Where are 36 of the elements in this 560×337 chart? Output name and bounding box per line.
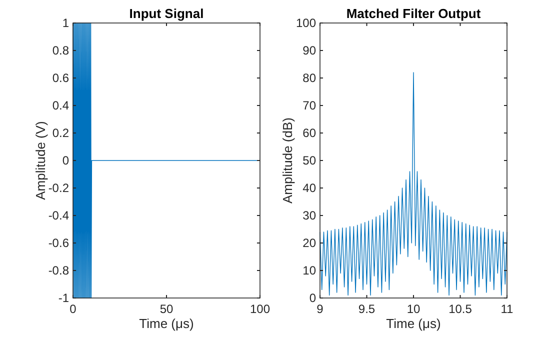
line-series bbox=[320, 72, 508, 296]
y-tick-label: 0.2 bbox=[52, 126, 70, 140]
y-tick-label: -0.2 bbox=[48, 181, 70, 195]
y-axis-title: Amplitude (V) bbox=[33, 121, 48, 200]
y-tick-label: 80 bbox=[302, 71, 316, 85]
chart-title: Input Signal bbox=[129, 6, 204, 21]
y-tick-label: -0.6 bbox=[48, 236, 70, 250]
y-tick-label: 0.4 bbox=[52, 98, 70, 112]
y-tick-label: -1 bbox=[58, 291, 70, 305]
y-tick-label: 0.8 bbox=[52, 44, 70, 58]
x-tick-label: 10 bbox=[406, 302, 420, 316]
y-tick-label: 10 bbox=[302, 264, 316, 278]
x-tick-label: 9.5 bbox=[358, 302, 376, 316]
x-tick-label: 9 bbox=[316, 302, 324, 316]
x-axis-title: Time (μs) bbox=[386, 316, 441, 331]
x-tick-label: 11 bbox=[500, 302, 514, 316]
y-tick-label: -0.8 bbox=[48, 264, 70, 278]
y-tick-label: 70 bbox=[302, 98, 316, 112]
x-axis-title: Time (μs) bbox=[139, 316, 194, 331]
y-tick-label: 60 bbox=[302, 126, 316, 140]
y-tick-label: 0 bbox=[309, 291, 316, 305]
y-tick-label: 20 bbox=[302, 236, 316, 250]
y-tick-label: 30 bbox=[302, 208, 316, 222]
y-tick-label: 90 bbox=[302, 44, 316, 58]
y-axis-title: Amplitude (dB) bbox=[280, 118, 295, 204]
chart-title: Matched Filter Output bbox=[346, 6, 482, 21]
y-tick-label: 100 bbox=[296, 16, 316, 30]
y-tick-label: 50 bbox=[302, 154, 316, 168]
x-tick-label: 100 bbox=[250, 302, 270, 316]
y-tick-label: 1 bbox=[62, 16, 70, 30]
y-tick-label: 40 bbox=[302, 181, 316, 195]
x-tick-label: 50 bbox=[160, 302, 174, 316]
y-tick-label: 0 bbox=[62, 154, 70, 168]
y-tick-label: 0.6 bbox=[52, 71, 70, 85]
x-tick-label: 10.5 bbox=[448, 302, 472, 316]
y-tick-label: -0.4 bbox=[48, 208, 70, 222]
